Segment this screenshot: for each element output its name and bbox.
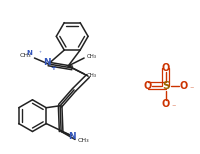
Text: O: O [161,99,170,109]
Text: ⁻: ⁻ [171,102,176,111]
Text: S: S [162,81,169,91]
Text: N: N [27,50,32,56]
Text: O: O [144,81,152,91]
Text: O: O [161,63,170,73]
Text: CH₃: CH₃ [87,73,97,78]
Text: N: N [68,132,76,141]
Text: CH₃: CH₃ [87,54,97,59]
Text: CH₃: CH₃ [20,53,31,58]
Text: +: + [50,65,56,71]
Text: N: N [44,59,51,67]
Text: CH₃: CH₃ [78,138,90,143]
Text: ⁺: ⁺ [39,51,42,56]
Text: ⁻: ⁻ [189,84,194,93]
Text: O: O [179,81,188,91]
